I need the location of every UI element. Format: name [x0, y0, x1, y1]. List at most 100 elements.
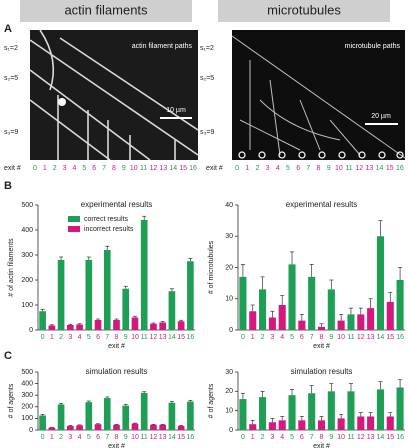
panel-label: A	[4, 23, 12, 35]
exit-number: 1	[43, 165, 47, 172]
bar	[113, 320, 120, 330]
x-tick-label: 8	[320, 334, 324, 341]
y-axis-label: # of actin filaments	[8, 238, 15, 297]
bar	[268, 422, 276, 430]
exit-number: 1	[245, 165, 249, 172]
bar	[298, 320, 306, 330]
bar	[259, 289, 267, 330]
x-tick-label: 1	[50, 334, 54, 341]
image-caption: actin filament paths	[132, 43, 193, 50]
y-tick-label: 300	[21, 252, 33, 259]
exit-number: 9	[122, 165, 126, 172]
image-label: s₂=5	[200, 75, 214, 82]
exit-number: 2	[255, 165, 259, 172]
exit-number: 11	[140, 165, 147, 172]
chart-title: simulation results	[86, 367, 148, 376]
x-tick-label: 9	[124, 334, 128, 341]
y-tick-label: 500	[21, 369, 33, 376]
x-tick-label: 13	[159, 334, 167, 341]
bar	[367, 416, 375, 430]
bar	[122, 405, 130, 430]
image-label: s₃=9	[200, 129, 214, 136]
x-tick-label: 14	[168, 334, 176, 341]
y-tick-label: 20	[225, 264, 233, 271]
bar	[150, 323, 157, 330]
micrograph	[231, 30, 406, 160]
bar	[249, 311, 257, 330]
y-tick-label: 400	[21, 380, 33, 387]
x-tick-label: 0	[41, 334, 45, 341]
x-tick-label: 11	[347, 334, 354, 341]
bar	[357, 314, 365, 330]
x-tick-label: 16	[396, 334, 404, 341]
x-tick-label: 11	[347, 434, 354, 441]
bar	[131, 423, 139, 430]
image-label: s₁=2	[200, 45, 214, 52]
x-tick-label: 4	[78, 434, 82, 441]
exit-number: 15	[386, 165, 394, 172]
bar	[57, 404, 65, 430]
header-box	[218, 0, 390, 22]
x-tick-label: 13	[159, 434, 167, 441]
exit-number: 16	[396, 165, 404, 172]
exit-number: 7	[306, 165, 310, 172]
x-axis-label: exit #	[108, 443, 125, 448]
legend-swatch	[68, 226, 80, 232]
x-tick-label: 12	[150, 434, 158, 441]
x-tick-label: 2	[59, 434, 63, 441]
bar	[386, 416, 394, 430]
exit-number: 0	[235, 165, 239, 172]
bar	[239, 399, 247, 430]
exit-number: 5	[286, 165, 290, 172]
x-tick-label: 7	[105, 334, 109, 341]
image-caption: microtubule paths	[345, 43, 401, 50]
exit-number: 0	[33, 165, 37, 172]
x-tick-label: 2	[261, 434, 265, 441]
y-tick-label: 400	[21, 227, 33, 234]
bar	[103, 250, 111, 330]
x-tick-label: 15	[386, 334, 394, 341]
bar	[249, 424, 257, 430]
exit-number: 4	[73, 165, 77, 172]
x-tick-label: 3	[270, 334, 274, 341]
x-tick-label: 6	[96, 434, 100, 441]
x-tick-label: 8	[320, 434, 324, 441]
bar	[288, 264, 296, 330]
chart-title: simulation results	[291, 367, 353, 376]
x-axis-label: exit #	[313, 443, 330, 448]
exit-number: 3	[266, 165, 270, 172]
chart-title: experimental results	[81, 200, 153, 209]
bar	[39, 415, 46, 430]
bar	[39, 311, 46, 330]
x-tick-label: 8	[115, 334, 119, 341]
exit-number: 10	[130, 165, 138, 172]
bar	[347, 391, 355, 430]
bar	[103, 398, 111, 430]
x-tick-label: 7	[105, 434, 109, 441]
y-tick-label: 0	[229, 327, 233, 334]
x-tick-label: 15	[177, 334, 185, 341]
legend-label: correct results	[84, 216, 128, 223]
chart-title: experimental results	[286, 200, 358, 209]
bar	[122, 288, 130, 330]
x-tick-label: 5	[290, 434, 294, 441]
bar	[66, 325, 74, 330]
bar	[94, 320, 102, 330]
bar	[376, 389, 384, 430]
x-tick-label: 15	[386, 434, 394, 441]
bar	[386, 301, 394, 330]
exit-number: 15	[179, 165, 187, 172]
bar	[278, 305, 286, 330]
x-tick-label: 3	[68, 334, 72, 341]
x-tick-label: 4	[280, 334, 284, 341]
x-tick-label: 13	[367, 334, 375, 341]
exit-number: 12	[150, 165, 158, 172]
legend-swatch	[68, 216, 80, 222]
bar	[85, 260, 93, 330]
bar	[187, 401, 194, 430]
bar	[268, 317, 276, 330]
bar	[376, 236, 384, 330]
y-tick-label: 10	[225, 408, 233, 415]
x-tick-label: 9	[124, 434, 128, 441]
x-tick-label: 16	[186, 434, 194, 441]
